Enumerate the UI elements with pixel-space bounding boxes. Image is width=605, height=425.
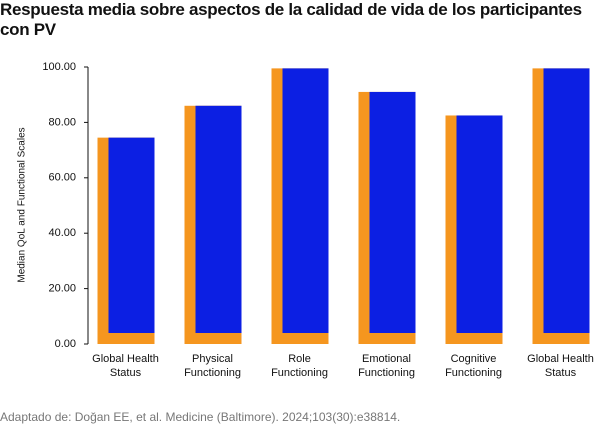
y-tick-label: 100.00 xyxy=(42,61,76,73)
chart-title: Respuesta media sobre aspectos de la cal… xyxy=(0,0,582,39)
x-tick-label: Global Health Status xyxy=(92,353,159,379)
bar xyxy=(282,68,329,333)
y-tick-label: 60.00 xyxy=(48,172,76,184)
bar xyxy=(195,105,242,333)
y-tick-label: 40.00 xyxy=(48,227,76,239)
y-tick-label: 80.00 xyxy=(48,116,76,128)
bar xyxy=(369,91,416,334)
x-tick-label: Global Health Status xyxy=(527,353,594,379)
source: Adaptado de: Doğan EE, et al. Medicine (… xyxy=(0,410,401,424)
bar xyxy=(456,115,503,333)
y-axis-label: Median QoL and Functional Scales xyxy=(17,127,28,282)
y-tick-label: 0.00 xyxy=(55,338,76,350)
y-tick-label: 20.00 xyxy=(48,283,76,295)
bar xyxy=(108,137,155,333)
x-tick-label: Physical Functioning xyxy=(184,353,241,379)
x-tick-label: Emotional Functioning xyxy=(358,353,415,379)
bar xyxy=(543,68,590,333)
x-tick-label: Cognitive Functioning xyxy=(445,353,502,379)
x-tick-label: Role Functioning xyxy=(271,353,328,379)
